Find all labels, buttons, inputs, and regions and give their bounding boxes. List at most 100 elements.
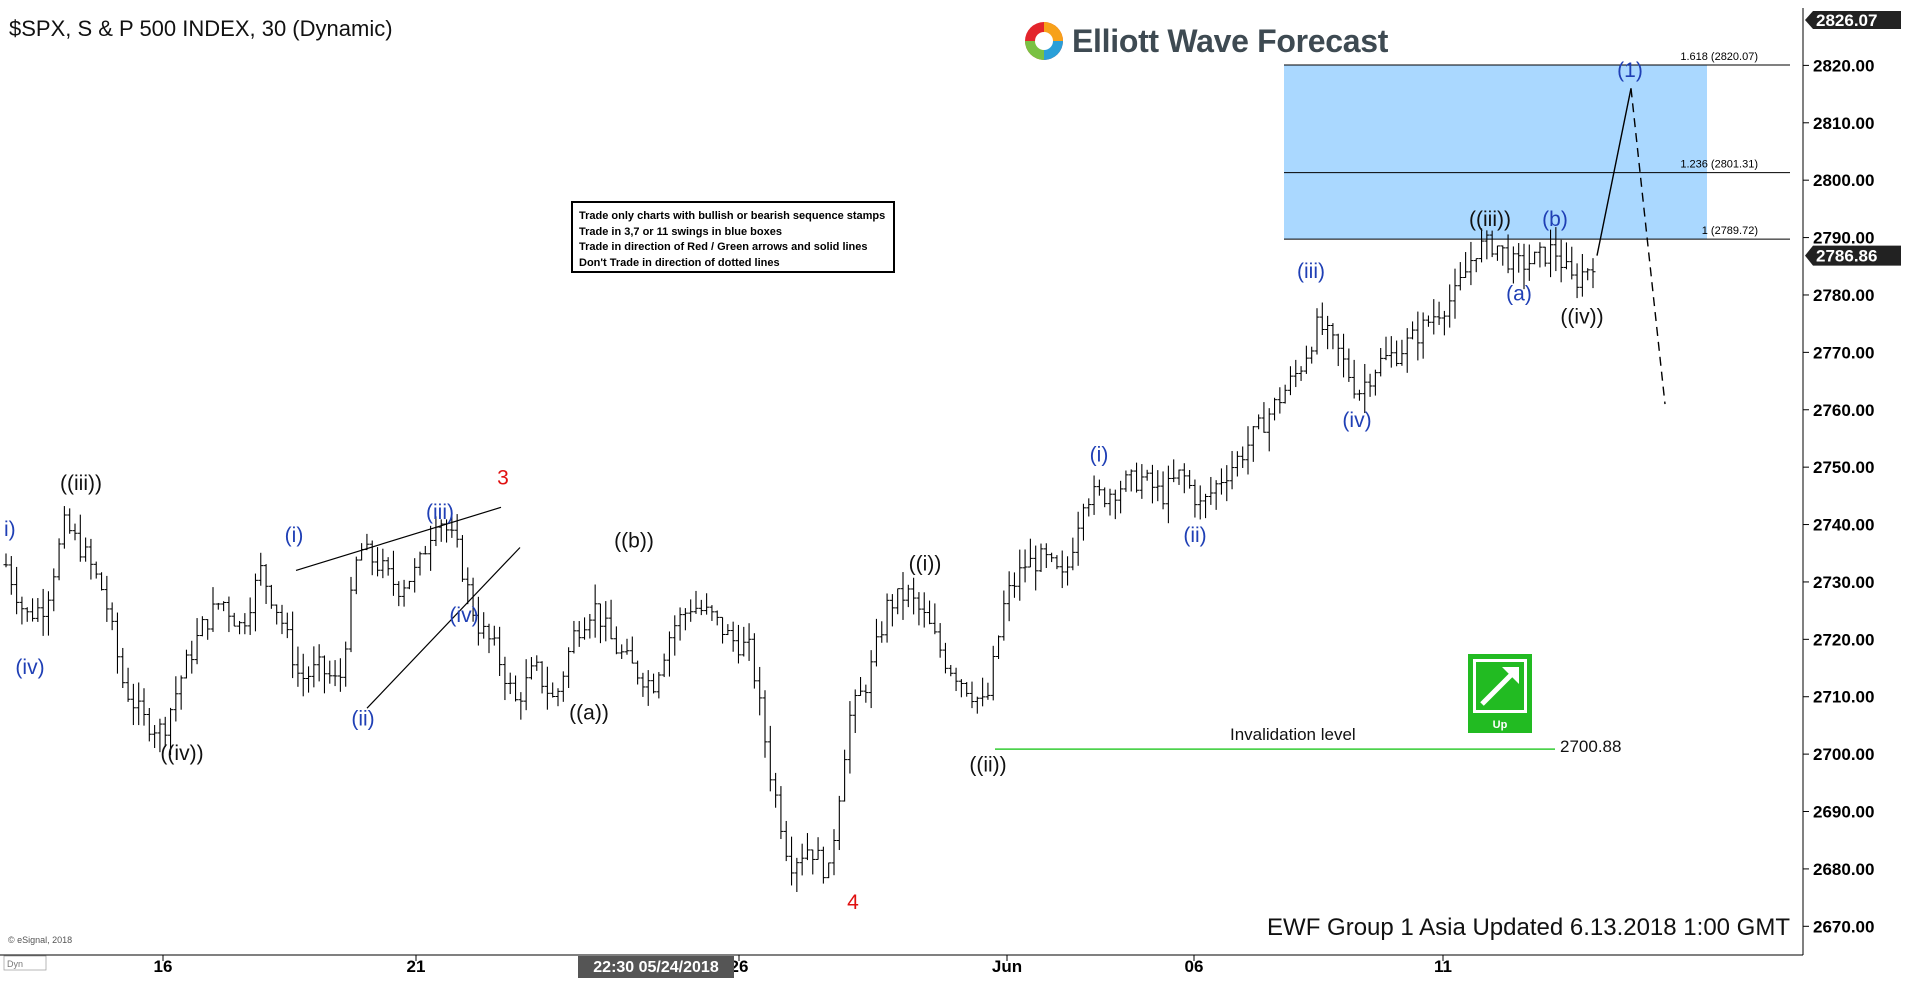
price-bar xyxy=(337,658,343,692)
price-bar xyxy=(61,506,67,549)
price-bar xyxy=(1282,384,1288,404)
price-bar xyxy=(1558,239,1564,283)
wave-label: ((a)) xyxy=(569,702,609,725)
price-bar xyxy=(826,862,832,879)
price-bar xyxy=(1351,359,1357,399)
price-bar xyxy=(1240,446,1246,468)
price-bar xyxy=(1516,243,1522,273)
price-bar xyxy=(1065,556,1071,586)
rule-line: Trade only charts with bullish or bearis… xyxy=(579,210,886,222)
x-tick-label: 16 xyxy=(154,957,173,976)
trading-rules-box: Trade only charts with bullish or bearis… xyxy=(571,201,895,273)
price-bar xyxy=(1404,328,1410,373)
price-bar xyxy=(1484,230,1490,260)
wave-label: ((b)) xyxy=(614,530,654,553)
logo-icon xyxy=(1024,21,1064,61)
wave-label: (iii) xyxy=(426,501,454,524)
price-bar xyxy=(1378,347,1384,377)
price-bar xyxy=(996,635,1002,659)
price-bar xyxy=(1410,321,1416,340)
price-bar xyxy=(794,857,800,893)
price-bar xyxy=(528,657,534,680)
price-bar xyxy=(624,638,630,655)
price-bar xyxy=(1187,470,1193,489)
price-bar xyxy=(1415,311,1421,361)
price-bar xyxy=(879,621,885,643)
price-bar xyxy=(932,603,938,635)
price-bar xyxy=(873,618,879,667)
invalidation-value: 2700.88 xyxy=(1560,737,1621,756)
up-arrow-icon xyxy=(1480,670,1516,706)
price-bar xyxy=(279,604,285,635)
price-bar xyxy=(513,675,519,702)
price-bar xyxy=(30,598,36,622)
price-bar xyxy=(502,656,508,701)
price-bar xyxy=(544,666,550,710)
price-bar xyxy=(1096,479,1102,496)
price-bar xyxy=(1001,590,1007,641)
price-bar xyxy=(842,749,848,802)
price-bar xyxy=(751,633,757,689)
price-bar xyxy=(274,604,280,625)
price-bar xyxy=(629,636,635,664)
price-bar xyxy=(263,564,269,604)
price-bar xyxy=(438,519,444,542)
rule-line: Don't Trade in direction of dotted lines xyxy=(579,256,780,269)
price-bar xyxy=(24,607,30,622)
price-bar xyxy=(1107,488,1113,516)
price-bar xyxy=(1229,451,1235,490)
price-bar xyxy=(1436,301,1442,325)
price-bar xyxy=(953,667,959,692)
price-bar xyxy=(619,644,625,659)
dyn-badge: Dyn xyxy=(3,955,47,971)
price-bar xyxy=(1245,426,1251,475)
price-bar xyxy=(661,653,667,678)
price-bar xyxy=(746,623,752,661)
price-bar xyxy=(290,611,296,679)
price-bar xyxy=(284,612,290,639)
wave-label: (iv) xyxy=(1342,409,1371,432)
price-bar xyxy=(93,561,99,579)
price-bar xyxy=(428,525,434,571)
wave-label: ((iii)) xyxy=(60,472,102,495)
price-bar xyxy=(1452,268,1458,319)
x-tick-label: 21 xyxy=(407,957,426,976)
price-bar xyxy=(88,538,94,580)
chart-title: $SPX, S & P 500 INDEX, 30 (Dynamic) xyxy=(9,16,393,41)
price-bar xyxy=(56,538,62,581)
price-bar xyxy=(178,675,184,710)
price-bar xyxy=(677,607,683,641)
price-bar xyxy=(571,620,577,654)
price-bar xyxy=(1500,245,1506,266)
price-bar xyxy=(720,616,726,644)
price-bar xyxy=(698,599,704,616)
y-tick-label: 2770.00 xyxy=(1813,343,1874,362)
y-tick-label: 2780.00 xyxy=(1813,286,1874,305)
price-bar xyxy=(1325,315,1331,350)
price-bar xyxy=(412,558,418,593)
high-price-label: 2826.07 xyxy=(1816,11,1877,30)
invalidation-label: Invalidation level xyxy=(1230,725,1356,744)
price-bar xyxy=(635,660,641,685)
price-bar xyxy=(1049,552,1055,563)
wave-label: (b) xyxy=(1542,208,1568,231)
price-bar xyxy=(1080,503,1086,541)
price-bar xyxy=(1420,312,1426,359)
price-bar xyxy=(1208,476,1214,505)
price-bar xyxy=(1468,241,1474,286)
price-bar xyxy=(406,580,412,590)
price-bar xyxy=(1585,268,1591,281)
price-bar xyxy=(969,681,975,709)
price-bar xyxy=(321,655,327,694)
price-bar xyxy=(1463,252,1469,278)
price-bar xyxy=(773,772,779,808)
price-bar xyxy=(762,690,768,758)
price-bar xyxy=(964,682,970,697)
price-bar xyxy=(836,795,842,851)
y-tick-label: 2810.00 xyxy=(1813,114,1874,133)
price-bars xyxy=(3,227,1596,893)
price-bar xyxy=(916,592,922,626)
price-bar xyxy=(1144,469,1150,481)
price-bar xyxy=(560,671,566,702)
